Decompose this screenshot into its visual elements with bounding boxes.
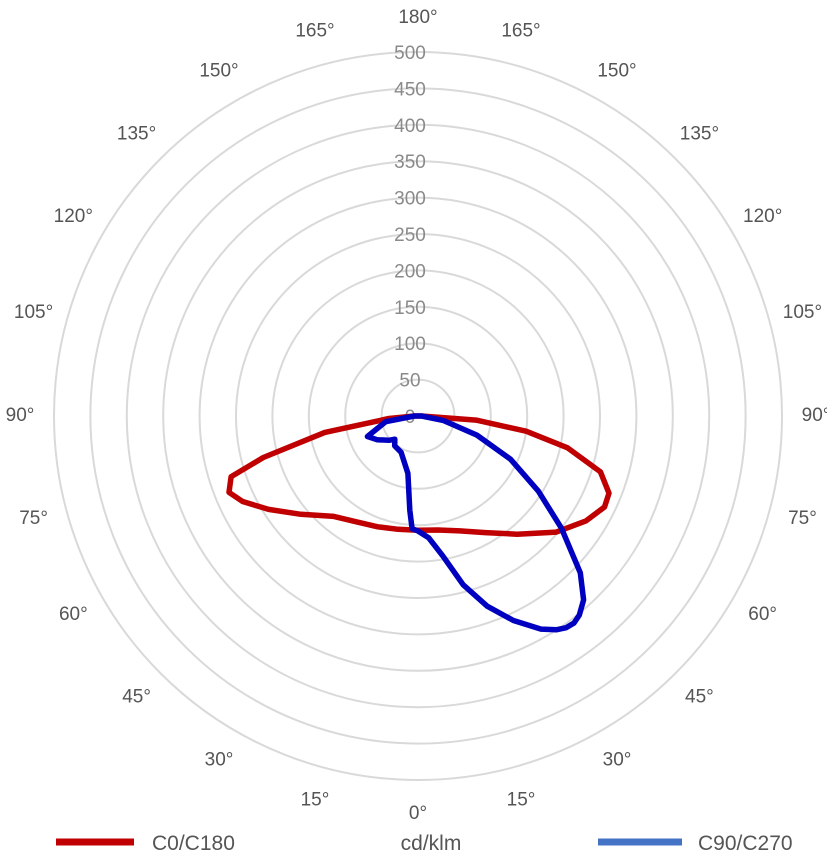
radial-tick-200: 200 bbox=[394, 261, 426, 282]
legend-label-c90-c270: C90/C270 bbox=[698, 832, 793, 855]
radial-grid bbox=[53, 51, 783, 781]
angle-tick-right-1: 30° bbox=[603, 750, 632, 771]
angle-tick-right-5: 90° bbox=[802, 405, 827, 426]
grid-ring-200 bbox=[271, 269, 565, 563]
angle-tick-left-3: 45° bbox=[122, 686, 151, 707]
grid-ring-150 bbox=[307, 305, 529, 527]
angle-tick-right-10: 165° bbox=[501, 21, 540, 42]
radial-tick-400: 400 bbox=[394, 116, 426, 137]
grid-ring-500 bbox=[53, 51, 783, 781]
angle-tick-left-5: 75° bbox=[19, 508, 48, 529]
radial-tick-450: 450 bbox=[394, 79, 426, 100]
angle-tick-left-2: 30° bbox=[205, 750, 234, 771]
unit-label: cd/klm bbox=[401, 832, 462, 855]
angle-tick-left-7: 105° bbox=[14, 302, 53, 323]
grid-ring-400 bbox=[125, 123, 711, 709]
grid-ring-250 bbox=[235, 233, 601, 599]
angle-tick-right-6: 105° bbox=[783, 302, 822, 323]
grid-ring-100 bbox=[344, 342, 492, 490]
angle-tick-right-8: 135° bbox=[680, 124, 719, 145]
angle-tick-right-3: 60° bbox=[748, 604, 777, 625]
series-lines bbox=[226, 413, 612, 633]
angle-tick-labels: 0° 15° 30° 45° 60° 75° 90° 105° 120° 135° 150° 165°… bbox=[6, 7, 827, 824]
angle-tick-right-9: 150° bbox=[597, 60, 636, 81]
radial-tick-250: 250 bbox=[394, 225, 426, 246]
radial-tick-300: 300 bbox=[394, 189, 426, 210]
angle-tick-left-8: 120° bbox=[54, 206, 93, 227]
radial-tick-500: 500 bbox=[394, 43, 426, 64]
grid-ring-350 bbox=[162, 160, 674, 672]
angle-tick-right-0: 15° bbox=[507, 789, 536, 810]
legend: C0/C180 cd/klm C90/C270 bbox=[56, 832, 793, 855]
radial-tick-150: 150 bbox=[394, 298, 426, 319]
angle-tick-left-9: 135° bbox=[117, 124, 156, 145]
angle-tick-left-6: 90° bbox=[6, 405, 35, 426]
radial-tick-100: 100 bbox=[394, 334, 426, 355]
angle-tick-right-7: 120° bbox=[743, 206, 782, 227]
angle-tick-left-12: 180° bbox=[398, 7, 437, 28]
series-line-c0-c180 bbox=[226, 413, 612, 537]
angle-tick-right-4: 75° bbox=[788, 508, 817, 529]
radial-tick-350: 350 bbox=[394, 152, 426, 173]
grid-ring-300 bbox=[198, 196, 638, 636]
angle-tick-right-2: 45° bbox=[685, 686, 714, 707]
angle-tick-left-4: 60° bbox=[59, 604, 88, 625]
series-line-c90-c270 bbox=[364, 413, 587, 633]
angle-tick-left-0: 0° bbox=[409, 803, 427, 824]
angle-tick-left-10: 150° bbox=[199, 60, 238, 81]
grid-ring-450 bbox=[89, 87, 747, 745]
radial-tick-50: 50 bbox=[399, 371, 420, 392]
legend-label-c0-c180: C0/C180 bbox=[152, 832, 235, 855]
angle-tick-left-1: 15° bbox=[301, 789, 330, 810]
angle-tick-left-11: 165° bbox=[295, 21, 334, 42]
